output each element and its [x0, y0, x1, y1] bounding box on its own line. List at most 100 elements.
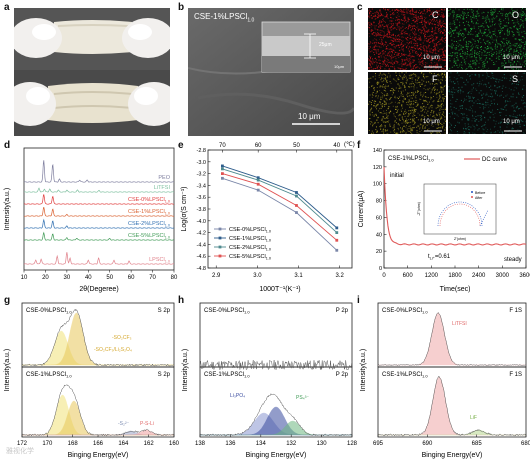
xrd-x-tick: 70	[149, 275, 156, 281]
xps-x-tick: 680	[521, 441, 530, 447]
conductivity-point	[256, 178, 260, 182]
xps-x-tick: 170	[42, 441, 53, 447]
dc-x-tick: 600	[403, 273, 414, 279]
conductivity-x-tick: 2.9	[212, 273, 221, 279]
conductivity-point	[295, 191, 298, 194]
xrd-x-ticks: 10 20 30 40 50 60 70 80	[21, 270, 178, 281]
xrd-trace	[23, 207, 175, 217]
conductivity-point	[335, 248, 339, 252]
xps-s2p-bottom-orbital: S 2p	[158, 372, 171, 378]
xps-p2p-x-axis-label: Binging Energy(eV)	[246, 452, 307, 459]
xps-peak-litfsi: LiTFSI	[452, 321, 467, 327]
xrd-y-axis-label: Intensity(a.u.)	[4, 188, 11, 230]
xrd-trace	[23, 160, 175, 183]
xrd-frame	[23, 147, 175, 271]
inset-scale-label: 10μm	[334, 64, 345, 69]
dc-y-tick: 20	[376, 249, 382, 255]
conductivity-point	[295, 211, 298, 214]
conductivity-y-tick: -4.6	[197, 254, 206, 260]
xps-x-tick: 136	[225, 441, 236, 447]
conductivity-legend-item: CSE-2%LPSCl1.0	[229, 245, 271, 251]
xrd-trace	[24, 231, 174, 241]
conductivity-point	[256, 182, 260, 186]
eds-element-o: O	[512, 10, 520, 20]
conductivity-y-tick: -3.8	[197, 207, 206, 213]
conductivity-legend-item: CSE-0%LPSCl1.0	[229, 227, 271, 233]
xps-fit-peak	[22, 400, 174, 436]
conductivity-line	[222, 168, 338, 233]
xps-raw-trace	[199, 393, 353, 437]
conductivity-point	[221, 167, 224, 171]
conductivity-y-tick: -4.0	[197, 219, 206, 225]
conductivity-point	[295, 194, 298, 198]
dc-y-tick: 0	[379, 266, 382, 272]
dc-x-tick: 1200	[425, 273, 439, 279]
conductivity-legend-item: CSE-5%LPSCl1.0	[229, 254, 271, 260]
xps-p2p-top-orbital: P 2p	[336, 308, 349, 314]
membrane-photo	[14, 8, 170, 136]
xrd-x-axis-label: 2θ(Degeree)	[79, 286, 118, 293]
xps-fit-peak	[22, 312, 174, 366]
conductivity-x-tick: 3.2	[335, 273, 344, 279]
xps-fit-peak	[378, 376, 526, 436]
xrd-chart: PEO LiTFSI CSE-0%LPSCl1.0 CSE-1%LPSCl1.0 CSE…	[4, 147, 178, 293]
dc-x-tick: 0	[382, 273, 386, 279]
xrd-series-label: CSE-0%LPSCl1.0	[128, 197, 170, 203]
conductivity-y-axis-label: Log(σ(S cm⁻¹)	[181, 187, 188, 232]
xps-p2p-ticks: 138 136 134 132 130 128	[195, 434, 358, 447]
xps-s2p-bottom-sample: CSE-1%LPSCl1.0	[26, 372, 72, 379]
panel-label-a: a	[4, 2, 10, 13]
dc-y-tick: 80	[376, 199, 382, 205]
dc-y-tick: 140	[373, 148, 382, 154]
eds-map-noise-s	[448, 72, 527, 135]
xrd-series-label: LiTFSI	[154, 185, 171, 191]
xps-s2p-top-sample: CSE-0%LPSCl1.0	[26, 308, 72, 315]
panel-label-f: f	[357, 140, 361, 151]
xps-x-tick: 166	[93, 441, 104, 447]
xps-p2p-y-axis-label: Intensity(a.u.)	[182, 349, 189, 391]
conductivity-top-tick: 40	[333, 143, 340, 149]
xps-p2p-top-sample: CSE-0%LPSCl1.0	[204, 308, 250, 315]
xrd-trace	[23, 218, 175, 229]
watermark: 雅视化学	[6, 448, 34, 455]
xps-s2p-traces	[21, 308, 175, 437]
xps-x-tick: 690	[422, 441, 433, 447]
xrd-series-label: CSE-1%LPSCl1.0	[128, 209, 170, 215]
eds-scale-s: 10 μm	[503, 119, 520, 125]
conductivity-legend-item: CSE-1%LPSCl1.0	[229, 236, 271, 242]
conductivity-chart: 2.9 3.0 3.1 3.2 -2.8 -3.0 -3.2 -3.4 -3.6 -3.8 -4.0…	[181, 142, 355, 293]
panel-label-h: h	[178, 295, 185, 306]
xrd-series-label: CSE-5%LPSCl1.0	[128, 233, 170, 239]
sem-scale-label: 10 μm	[298, 112, 321, 121]
panel-label-e: e	[178, 140, 184, 151]
conductivity-line	[222, 165, 338, 229]
sem-texture	[188, 8, 354, 136]
eds-scale-o: 10 μm	[503, 55, 520, 61]
conductivity-y-tick: -4.4	[197, 242, 206, 248]
xps-p2p-chart: 138 136 134 132 130 128 CSE-0%LPSCl1.0 P 2p C…	[182, 302, 358, 459]
eds-scale-f: 10 μm	[423, 119, 440, 125]
xrd-x-tick: 30	[64, 275, 71, 281]
eds-map-noise-f	[368, 72, 447, 135]
xrd-x-tick: 60	[128, 275, 135, 281]
dc-initial-label: initial	[390, 173, 404, 179]
xps-raw-trace	[21, 384, 175, 437]
xps-f1s-chart: 695 690 685 680 CSE-0%LPSCl1.0 F 1S CSE-1%L…	[360, 302, 530, 459]
xps-peak-lif: LiF	[470, 415, 477, 421]
xps-raw-trace	[21, 308, 175, 367]
xps-f1s-bottom-orbital: F 1S	[509, 372, 522, 378]
conductivity-ticks: 2.9 3.0 3.1 3.2 -2.8 -3.0 -3.2 -3.4 -3.6 -3.8 -4.0…	[197, 143, 345, 279]
xrd-series-labels: PEO LiTFSI CSE-0%LPSCl1.0 CSE-1%LPSCl1.0 CSE…	[128, 175, 171, 263]
conductivity-x-axis-label: 1000T⁻¹(K⁻¹)	[259, 286, 300, 293]
dc-y-tick: 120	[373, 165, 382, 171]
xps-p2p-traces	[199, 359, 353, 437]
conductivity-point	[256, 176, 260, 180]
inset-legend-before: Before	[475, 191, 485, 195]
xrd-x-tick: 50	[106, 275, 113, 281]
conductivity-top-tick: 70	[219, 143, 226, 149]
xps-x-tick: 128	[347, 441, 358, 447]
xps-f1s-y-axis-label: Intensity(a.u.)	[360, 349, 367, 391]
eds-element-s: S	[512, 74, 519, 84]
conductivity-legend: CSE-0%LPSCl1.0 CSE-1%LPSCl1.0 CSE-2%LPSCl1…	[214, 227, 271, 260]
xps-f1s-x-axis-label: Binging Energy(eV)	[422, 452, 483, 459]
